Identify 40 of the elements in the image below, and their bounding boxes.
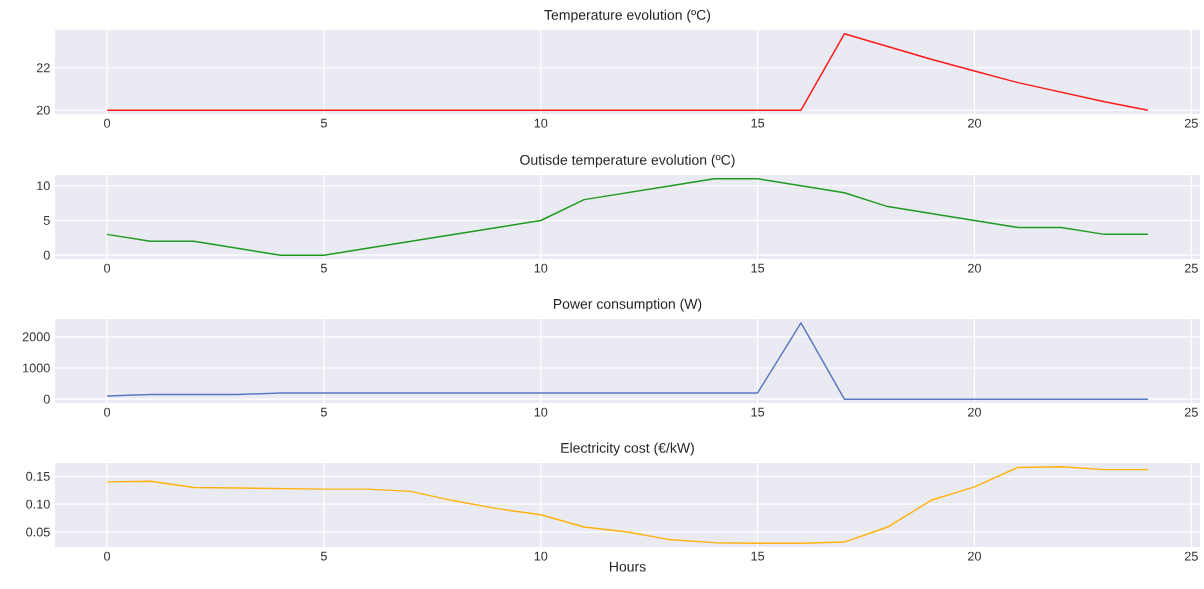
y-tick-label: 1000 [23, 363, 50, 373]
x-tick-label: 15 [751, 118, 765, 128]
x-tick-label: 5 [320, 551, 327, 561]
x-tick-label: 20 [968, 118, 982, 128]
x-tick-label: 15 [751, 263, 765, 273]
chart-title: Electricity cost (€/kW) [561, 442, 694, 456]
y-tick-label: 0.05 [26, 527, 50, 537]
chart-title: Temperature evolution (ºC) [544, 9, 711, 23]
y-tick-label: 0.10 [26, 499, 50, 509]
x-tick-label: 20 [968, 407, 982, 417]
x-tick-label: 5 [320, 118, 327, 128]
x-tick-label: 10 [534, 551, 548, 561]
y-tick-label: 10 [37, 181, 50, 191]
x-tick-label: 25 [1184, 407, 1198, 417]
chart-title: Outisde temperature evolution (ºC) [520, 154, 735, 168]
y-tick-label: 20 [36, 105, 50, 115]
x-tick-label: 25 [1184, 118, 1198, 128]
x-tick-label: 5 [320, 263, 327, 273]
x-tick-label: 20 [968, 263, 982, 273]
x-tick-label: 0 [104, 263, 111, 273]
chart-title: Power consumption (W) [553, 298, 702, 312]
x-axis-title: Hours [609, 561, 646, 572]
y-tick-label: 2000 [22, 332, 50, 342]
y-tick-label: 5 [43, 216, 50, 225]
x-tick-label: 10 [534, 118, 548, 128]
x-tick-label: 15 [751, 407, 765, 417]
y-tick-label: 0.15 [26, 471, 50, 481]
x-tick-label: 25 [1184, 551, 1198, 561]
x-tick-label: 25 [1184, 263, 1198, 273]
x-tick-label: 10 [534, 263, 548, 273]
x-tick-label: 5 [320, 407, 327, 417]
x-tick-label: 20 [968, 551, 982, 561]
x-tick-label: 0 [104, 407, 111, 417]
x-tick-label: 0 [104, 551, 111, 561]
x-tick-label: 0 [104, 118, 111, 128]
y-tick-label: 22 [36, 63, 50, 73]
x-tick-label: 10 [534, 407, 548, 417]
y-tick-label: 0 [43, 394, 50, 404]
x-tick-label: 15 [751, 551, 765, 561]
y-tick-label: 0 [43, 250, 50, 260]
